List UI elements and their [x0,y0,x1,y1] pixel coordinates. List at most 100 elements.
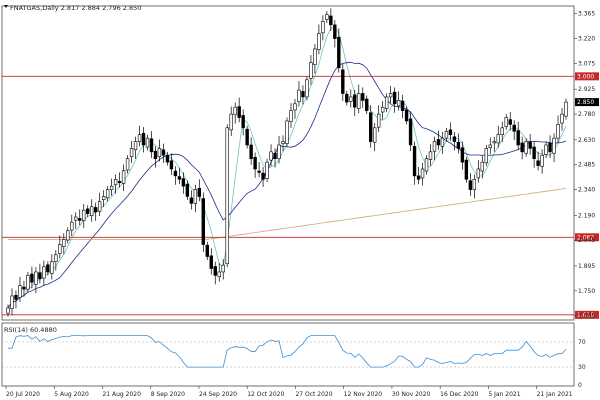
candle [384,93,389,113]
chart-header: FNATGAS,Daily 2.817 2.884 2.796 2.850 [4,4,141,12]
candle [404,106,409,125]
price-tick-label: 2.340 [578,187,595,194]
candle [173,166,178,185]
candle [408,111,413,152]
candle [452,131,457,151]
time-tick-label: 12 Oct 2020 [247,391,284,398]
candle [161,143,166,163]
candle [93,202,98,221]
candle [321,15,325,41]
candle [504,114,508,130]
candle [301,85,305,105]
candle [388,85,393,104]
time-tick-label: 27 Oct 2020 [295,391,332,398]
candle [317,24,321,55]
candle [416,166,421,185]
time-axis: 20 Jul 2020 5 Aug 2020 21 Aug 2020 8 Sep 20… [5,386,573,398]
candle [265,158,269,183]
candle [141,127,146,153]
candle [532,142,536,168]
time-tick-label: 8 Sep 2020 [151,391,185,398]
candle [225,124,229,268]
time-tick-label: 12 Nov 2020 [344,391,383,398]
main-plot-frame [1,5,575,321]
candle [117,172,122,188]
candle [472,174,477,199]
price-tick-label: 2.780 [578,111,595,118]
candle [261,166,265,187]
candle [14,290,18,309]
price-tick-label: 3.220 [578,36,595,43]
candle [436,130,441,150]
candle [313,44,317,74]
candle [460,141,465,170]
candle [50,254,54,280]
candle [22,280,26,297]
price-tick-label: 2.485 [578,162,595,169]
candle [86,205,90,218]
candle [257,162,261,178]
candle [548,135,552,159]
time-tick-label: 16 Dec 2020 [440,391,479,398]
candle [121,164,126,191]
candle [241,109,245,136]
price-tick-label: 2.630 [578,137,595,144]
candle [189,190,194,210]
time-tick-label: 5 Jan 2021 [488,391,520,398]
candle [201,192,206,253]
rsi-tick-label: 70 [578,339,586,346]
candle [229,106,233,137]
price-tick-label: 2.190 [578,212,595,219]
candle [536,151,540,171]
level-badge [575,310,599,319]
candle [484,144,488,167]
candle [376,105,381,132]
candle [82,204,86,229]
candle [448,122,453,141]
candle [269,144,273,167]
candle [380,101,385,120]
candle [400,94,405,119]
ma-long-line [8,188,567,240]
candle [249,137,253,165]
candle [329,8,333,32]
candle [540,149,544,174]
candle [97,192,102,217]
candle [564,98,568,120]
price-tick-label: 1.605 [578,313,595,320]
candle [520,136,524,160]
candlestick-series [6,8,568,317]
candle [26,271,30,293]
candle [476,160,481,183]
horizontal-levels[interactable]: 3.000 2.062 1.610 2.850 [2,72,599,319]
candle [133,136,138,159]
dropdown-triangle-icon[interactable] [4,5,8,8]
candle [273,148,277,168]
candle [341,63,345,102]
candle [396,91,401,111]
candle [552,133,556,163]
candle [496,125,500,148]
candle [333,20,337,48]
candle [78,209,82,226]
candle [74,212,78,230]
candle [440,131,445,154]
candle [205,241,209,260]
candle [544,141,548,159]
candle [289,103,293,128]
candle [165,151,170,166]
candle [500,121,504,143]
candle [488,137,492,154]
candle [349,89,353,108]
candle [193,184,198,213]
candle [6,304,10,317]
price-tick-label: 3.365 [578,11,595,18]
candle [345,90,349,106]
current-price-badge [575,98,599,107]
candle [233,102,237,124]
candle [10,288,14,315]
candle [444,127,449,142]
candle [66,227,70,244]
candle [125,155,130,174]
